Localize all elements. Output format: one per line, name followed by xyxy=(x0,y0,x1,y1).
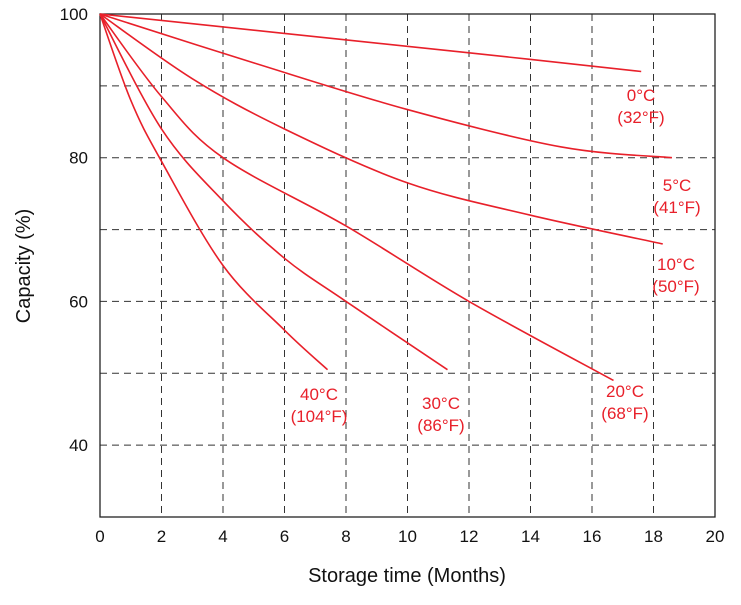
series-label: 30°C xyxy=(422,394,460,413)
series-line xyxy=(99,13,614,382)
series-label-fahrenheit: (68°F) xyxy=(601,404,648,423)
x-tick-label: 16 xyxy=(583,527,602,546)
series-line xyxy=(99,13,448,371)
x-tick-label: 12 xyxy=(460,527,479,546)
x-axis-label: Storage time (Months) xyxy=(308,565,506,587)
x-tick-label: 2 xyxy=(157,527,166,546)
series-label: 20°C xyxy=(606,382,644,401)
series-label: 10°C xyxy=(657,255,695,274)
series-label-fahrenheit: (41°F) xyxy=(653,198,700,217)
y-tick-label: 100 xyxy=(60,5,88,24)
series-line xyxy=(99,13,642,73)
x-tick-label: 0 xyxy=(95,527,104,546)
y-axis-label: Capacity (%) xyxy=(13,209,35,323)
grid xyxy=(100,14,715,517)
series-label-fahrenheit: (50°F) xyxy=(652,277,699,296)
series-label-fahrenheit: (86°F) xyxy=(417,416,464,435)
x-tick-label: 6 xyxy=(280,527,289,546)
series-label-fahrenheit: (32°F) xyxy=(617,108,664,127)
series-line xyxy=(99,13,663,245)
series-line xyxy=(99,13,673,159)
series-label: 40°C xyxy=(300,385,338,404)
x-tick-label: 4 xyxy=(218,527,227,546)
x-tick-label: 10 xyxy=(398,527,417,546)
x-tick-label: 18 xyxy=(644,527,663,546)
series-label: 5°C xyxy=(663,176,692,195)
x-tick-label: 14 xyxy=(521,527,540,546)
x-tick-label: 8 xyxy=(341,527,350,546)
series-labels: 0°C (32°F) 5°C (41°F) 10°C (50°F) 20°C (68°F) 30… xyxy=(291,86,701,435)
y-tick-label: 80 xyxy=(69,149,88,168)
y-tick-label: 40 xyxy=(69,436,88,455)
series-label-fahrenheit: (104°F) xyxy=(291,407,348,426)
y-tick-label: 60 xyxy=(69,292,88,311)
series-label: 0°C xyxy=(627,86,656,105)
series-line xyxy=(99,13,329,371)
x-tick-label: 20 xyxy=(706,527,725,546)
series-lines xyxy=(99,13,673,382)
plot-frame xyxy=(99,13,716,518)
tick-labels: 0 2 4 6 8 10 12 14 16 18 20 40 60 80 100 xyxy=(60,5,725,546)
